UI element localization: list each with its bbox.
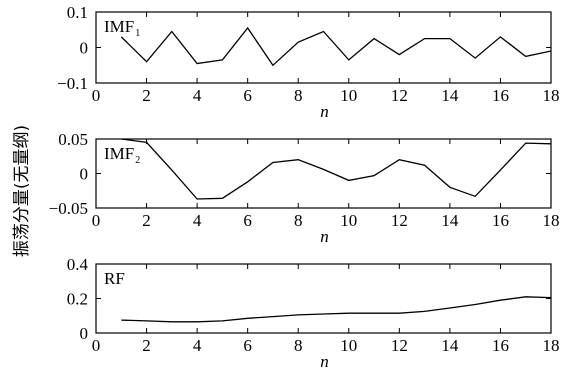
- chart-0-xtick-label: 14: [441, 86, 459, 105]
- chart-2-frame: [96, 264, 551, 333]
- chart-1-panel-label-sub: 2: [135, 155, 140, 166]
- chart-1-xtick-label: 4: [193, 211, 202, 230]
- chart-2-xtick-label: 8: [294, 336, 303, 355]
- chart-2-xtick-label: 4: [193, 336, 202, 355]
- figure-ylabel: 振荡分量(无量纲): [12, 125, 32, 257]
- chart-1-series-line: [121, 139, 551, 199]
- chart-1-ytick-label: −0.05: [49, 199, 88, 218]
- chart-1-xtick-label: 16: [492, 211, 509, 230]
- chart-0-xtick-label: 2: [142, 86, 151, 105]
- chart-0-xlabel: n: [320, 102, 329, 121]
- chart-2-ytick-label: 0.2: [67, 290, 88, 309]
- chart-2-xtick-label: 2: [142, 336, 151, 355]
- chart-2-xtick-label: 12: [391, 336, 408, 355]
- chart-1-xlabel: n: [320, 227, 329, 246]
- chart-1-xtick-label: 6: [243, 211, 252, 230]
- chart-1-xtick-label: 0: [92, 211, 101, 230]
- chart-2-ytick-label: 0.4: [67, 255, 89, 274]
- chart-1-xtick-label: 8: [294, 211, 303, 230]
- chart-0-ytick-label: 0: [80, 39, 89, 58]
- chart-0-xtick-label: 0: [92, 86, 101, 105]
- chart-2-xtick-label: 6: [243, 336, 252, 355]
- chart-2-ytick-label: 0: [80, 324, 89, 343]
- chart-2-panel-label: RF: [104, 269, 125, 288]
- chart-0-xtick-label: 10: [340, 86, 357, 105]
- chart-0-series-line: [121, 28, 551, 65]
- chart-2-xtick-label: 18: [543, 336, 560, 355]
- chart-0-frame: [96, 12, 551, 83]
- chart-2-xtick-label: 0: [92, 336, 101, 355]
- chart-0-xtick-label: 8: [294, 86, 303, 105]
- chart-1-xtick-label: 12: [391, 211, 408, 230]
- chart-0-xtick-label: 18: [543, 86, 560, 105]
- chart-1-ytick-label: 0: [80, 165, 89, 184]
- chart-1-xtick-label: 2: [142, 211, 151, 230]
- chart-0-panel-label: IMF: [104, 17, 134, 36]
- chart-0-ytick-label: −0.1: [57, 74, 88, 93]
- chart-0-panel-label-sub: 1: [135, 28, 140, 39]
- chart-2-xlabel: n: [320, 352, 329, 371]
- chart-0-xtick-label: 12: [391, 86, 408, 105]
- chart-panel-rf: 0 2 4 6 8 10 12 14 16 18 0 0.2 0.4 n RF: [67, 255, 560, 371]
- chart-1-frame: [96, 139, 551, 208]
- chart-1-xtick-label: 18: [543, 211, 560, 230]
- chart-1-xtick-label: 14: [441, 211, 459, 230]
- chart-2-series-line: [121, 297, 551, 322]
- chart-0-xtick-label: 6: [243, 86, 252, 105]
- chart-1-ytick-label: 0.05: [58, 130, 88, 149]
- chart-0-ytick-label: 0.1: [67, 3, 88, 22]
- chart-2-xtick-label: 14: [441, 336, 459, 355]
- chart-1-xtick-label: 10: [340, 211, 357, 230]
- chart-0-xtick-label: 16: [492, 86, 509, 105]
- chart-1-panel-label: IMF: [104, 144, 134, 163]
- chart-0-xtick-label: 4: [193, 86, 202, 105]
- chart-2-xtick-label: 10: [340, 336, 357, 355]
- chart-2-xtick-label: 16: [492, 336, 509, 355]
